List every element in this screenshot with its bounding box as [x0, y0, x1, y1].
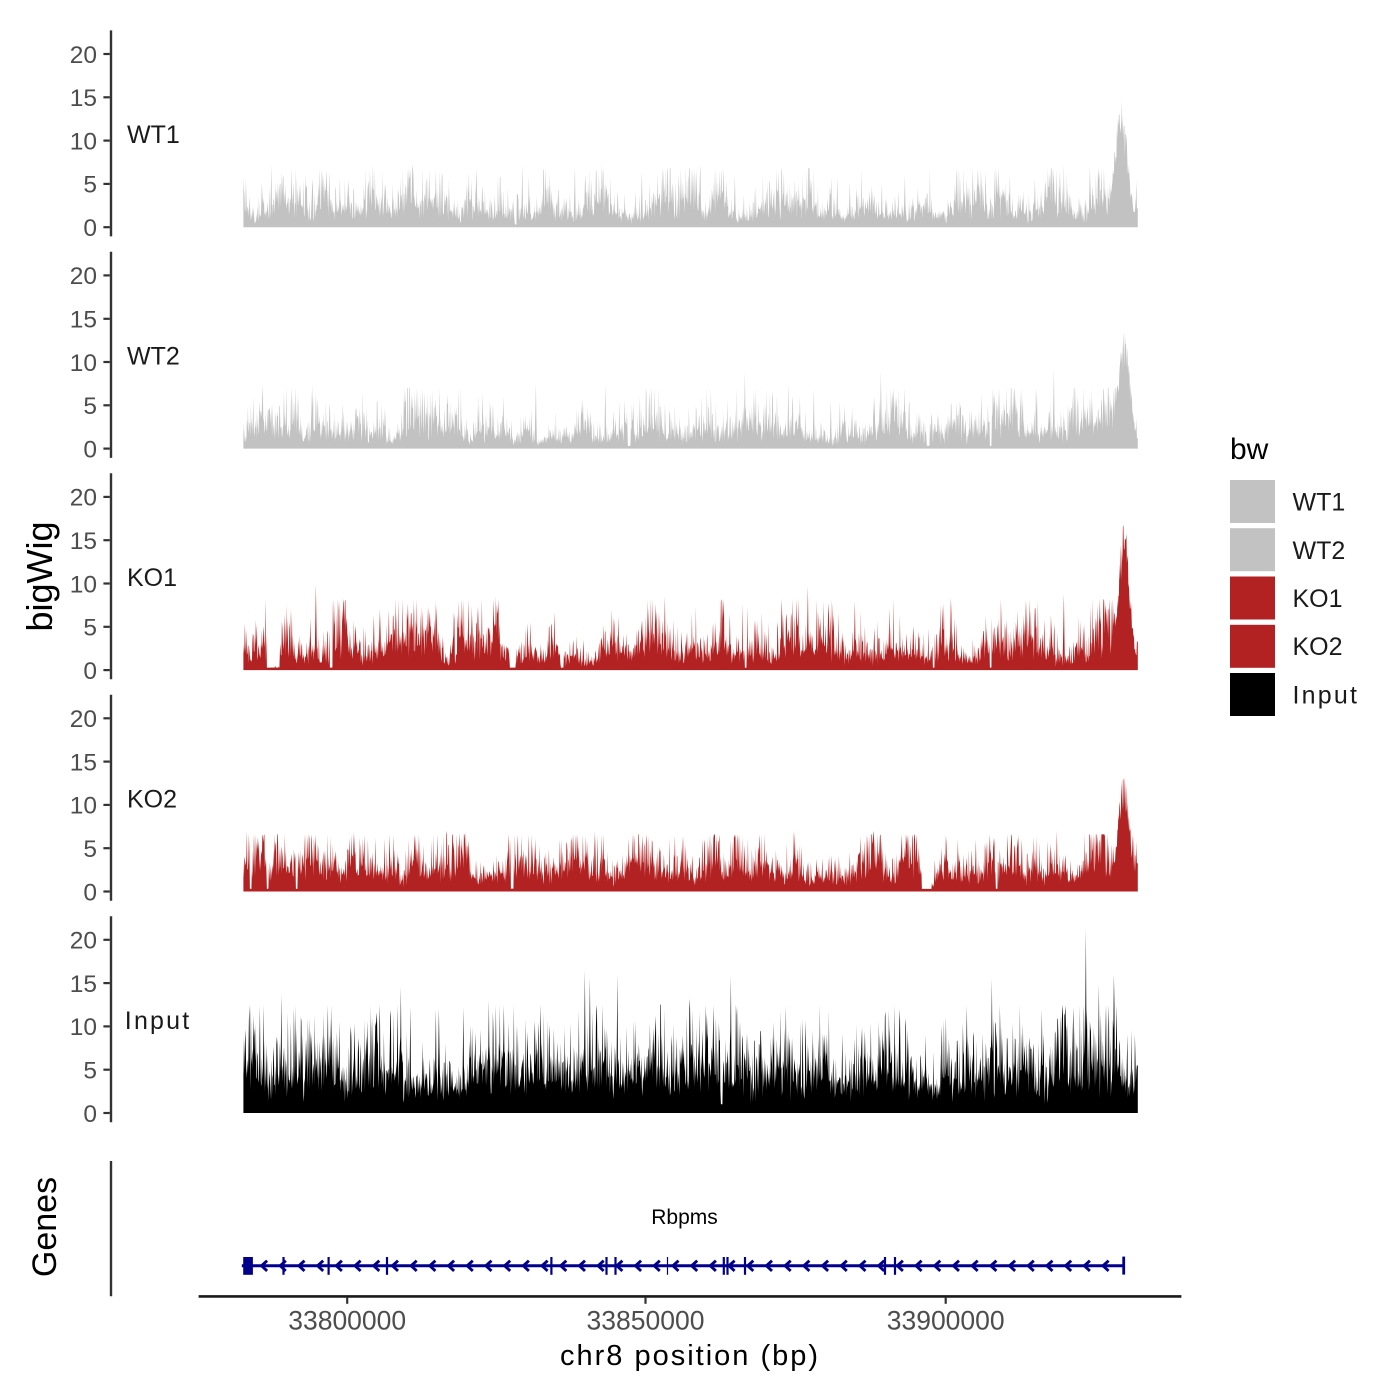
- svg-text:15: 15: [70, 528, 97, 555]
- svg-text:0: 0: [83, 215, 97, 242]
- svg-text:10: 10: [70, 1014, 97, 1041]
- svg-text:0: 0: [83, 658, 97, 685]
- svg-text:10: 10: [70, 128, 97, 155]
- svg-text:0: 0: [83, 436, 97, 463]
- svg-text:20: 20: [70, 706, 97, 733]
- svg-text:bigWig: bigWig: [19, 521, 60, 631]
- svg-text:20: 20: [70, 263, 97, 290]
- svg-text:KO1: KO1: [1293, 585, 1343, 613]
- svg-text:WT1: WT1: [1293, 489, 1346, 517]
- svg-text:5: 5: [83, 1058, 97, 1085]
- svg-text:15: 15: [70, 749, 97, 776]
- svg-text:Input: Input: [1293, 682, 1360, 710]
- svg-text:5: 5: [83, 836, 97, 863]
- svg-text:15: 15: [70, 971, 97, 998]
- svg-text:10: 10: [70, 350, 97, 377]
- svg-text:WT2: WT2: [1293, 537, 1346, 565]
- svg-text:20: 20: [70, 485, 97, 512]
- svg-text:33850000: 33850000: [587, 1306, 705, 1336]
- svg-text:0: 0: [83, 1101, 97, 1128]
- svg-text:Genes: Genes: [26, 1177, 64, 1277]
- svg-text:WT1: WT1: [127, 121, 180, 149]
- svg-text:WT2: WT2: [127, 343, 180, 371]
- svg-text:20: 20: [70, 42, 97, 69]
- svg-text:20: 20: [70, 928, 97, 955]
- svg-text:5: 5: [83, 615, 97, 642]
- svg-text:Input: Input: [125, 1007, 192, 1035]
- svg-text:33900000: 33900000: [887, 1306, 1005, 1336]
- svg-text:15: 15: [70, 85, 97, 112]
- svg-text:10: 10: [70, 571, 97, 598]
- svg-text:0: 0: [83, 879, 97, 906]
- svg-text:5: 5: [83, 393, 97, 420]
- svg-text:15: 15: [70, 307, 97, 334]
- svg-text:KO1: KO1: [127, 564, 177, 592]
- svg-text:KO2: KO2: [1293, 633, 1343, 661]
- svg-text:5: 5: [83, 172, 97, 199]
- svg-text:chr8 position (bp): chr8 position (bp): [560, 1340, 820, 1372]
- svg-text:10: 10: [70, 793, 97, 820]
- svg-text:KO2: KO2: [127, 786, 177, 814]
- svg-text:33800000: 33800000: [288, 1306, 406, 1336]
- svg-text:Rbpms: Rbpms: [651, 1206, 718, 1229]
- svg-text:bw: bw: [1230, 433, 1269, 466]
